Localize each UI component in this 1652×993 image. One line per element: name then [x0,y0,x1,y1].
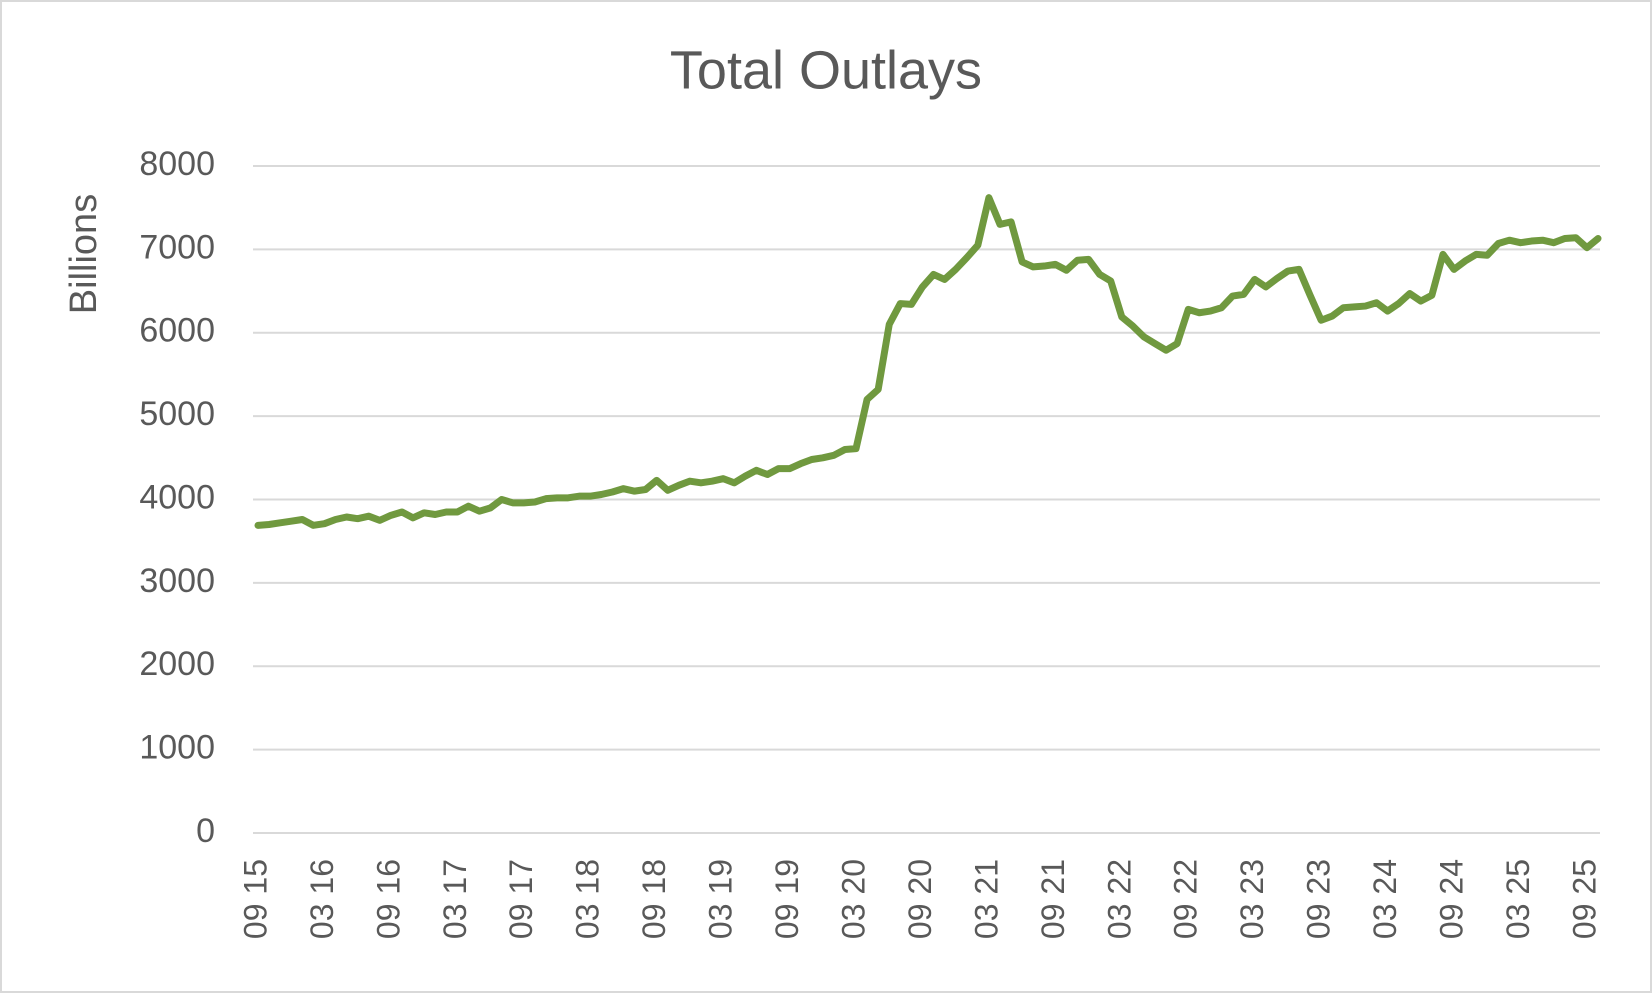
x-tick-label: 03 23 [1234,859,1270,939]
x-tick-label: 09 23 [1301,859,1337,939]
x-tick-label: 09 15 [237,859,273,939]
x-tick-label: 03 21 [968,859,1004,939]
x-tick-label: 09 16 [370,859,406,939]
y-tick-label: 5000 [139,395,215,433]
y-tick-label: 2000 [139,645,215,683]
x-tick-label: 03 22 [1101,859,1137,939]
x-tick-label: 09 19 [769,859,805,939]
y-tick-label: 0 [196,812,215,850]
x-tick-label: 03 19 [703,859,739,939]
x-tick-label: 09 17 [503,859,539,939]
x-tick-label: 03 25 [1500,859,1536,939]
y-tick-label: 4000 [139,478,215,516]
x-tick-label: 03 18 [570,859,606,939]
x-tick-label: 09 24 [1433,859,1469,939]
y-axis-title: Billions [63,194,105,314]
x-tick-label: 09 25 [1566,859,1602,939]
x-tick-label: 09 21 [1035,859,1071,939]
y-tick-label: 3000 [139,562,215,600]
x-tick-label: 03 17 [437,859,473,939]
x-tick-label: 09 22 [1168,859,1204,939]
data-line [254,194,1602,529]
x-tick-label: 09 20 [902,859,938,939]
x-tick-label: 03 16 [304,859,340,939]
x-tick-label: 03 24 [1367,859,1403,939]
x-tick-label: 03 20 [835,859,871,939]
y-tick-label: 8000 [139,145,215,183]
y-tick-label: 7000 [139,228,215,266]
y-tick-label: 1000 [139,729,215,767]
x-tick-label: 09 18 [636,859,672,939]
y-tick-label: 6000 [139,312,215,350]
chart-title: Total Outlays [670,40,982,100]
